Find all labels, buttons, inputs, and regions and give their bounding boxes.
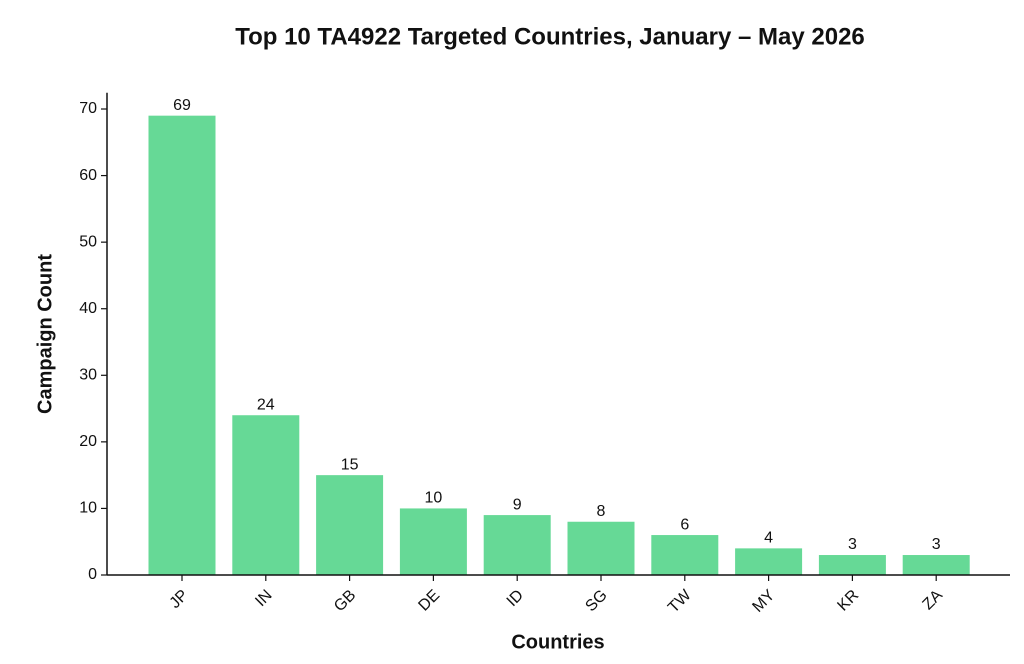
bar bbox=[399, 508, 467, 575]
value-label: 3 bbox=[932, 536, 941, 553]
value-label: 15 bbox=[341, 456, 359, 473]
x-tick-label: SG bbox=[582, 587, 610, 615]
value-label: 4 bbox=[764, 530, 773, 547]
y-tick-label: 70 bbox=[79, 100, 97, 117]
y-tick-label: 30 bbox=[79, 367, 97, 384]
y-tick-label: 0 bbox=[88, 566, 97, 583]
value-label: 6 bbox=[680, 516, 689, 533]
value-label: 24 bbox=[257, 396, 275, 413]
x-tick-label: GB bbox=[331, 587, 359, 615]
y-tick-label: 20 bbox=[79, 433, 97, 450]
x-tick-label: ID bbox=[504, 587, 527, 610]
value-label: 9 bbox=[513, 496, 522, 513]
chart-title: Top 10 TA4922 Targeted Countries, Januar… bbox=[235, 23, 865, 50]
bar bbox=[902, 555, 970, 575]
y-tick-label: 60 bbox=[79, 167, 97, 184]
x-tick-label: KR bbox=[834, 587, 862, 615]
x-tick-label: IN bbox=[252, 587, 275, 610]
y-tick-label: 10 bbox=[79, 500, 97, 517]
bar bbox=[651, 535, 719, 575]
bar bbox=[483, 515, 551, 575]
bar bbox=[735, 548, 803, 575]
x-tick-label: TW bbox=[665, 586, 695, 616]
bar bbox=[316, 475, 384, 575]
y-tick-label: 40 bbox=[79, 300, 97, 317]
bar bbox=[232, 415, 300, 575]
x-tick-label: DE bbox=[415, 587, 443, 615]
x-tick-label: ZA bbox=[920, 587, 947, 614]
bar bbox=[567, 521, 635, 575]
value-label: 8 bbox=[597, 503, 606, 520]
y-axis-title: Campaign Count bbox=[34, 254, 56, 414]
x-tick-label: MY bbox=[749, 587, 778, 616]
bar bbox=[148, 115, 216, 576]
value-label: 3 bbox=[848, 536, 857, 553]
bar bbox=[818, 555, 886, 575]
value-label: 69 bbox=[173, 97, 191, 114]
value-label: 10 bbox=[425, 490, 443, 507]
x-tick-label: JP bbox=[167, 587, 192, 612]
x-axis-title: Countries bbox=[511, 631, 604, 653]
y-tick-label: 50 bbox=[79, 233, 97, 250]
